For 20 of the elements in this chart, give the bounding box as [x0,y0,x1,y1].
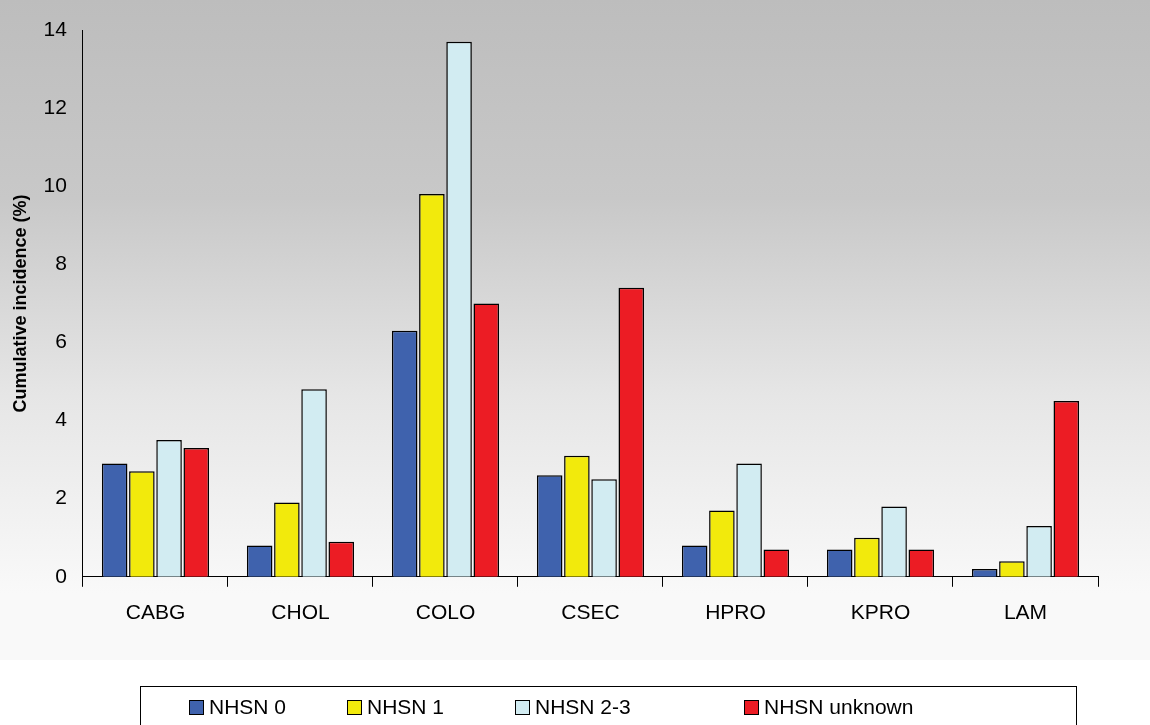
x-tick-label: HPRO [705,600,766,624]
legend-label: NHSN 2-3 [535,695,631,719]
y-tick-label: 10 [43,173,67,197]
y-tick-label: 4 [55,407,68,431]
y-tick-label: 0 [55,563,67,587]
y-tick-label: 6 [55,329,67,353]
y-tick-label: 12 [43,94,67,118]
legend-label: NHSN unknown [764,695,914,719]
x-tick-label: CABG [125,600,186,624]
x-tick-label: LAM [1003,600,1048,624]
y-tick-label: 2 [55,485,67,509]
x-tick-label: CHOL [271,600,330,624]
y-tick-label: 14 [43,16,68,40]
y-axis-title: Cumulative incidence (%) [9,194,30,413]
x-tick-label: KPRO [850,600,911,624]
x-tick-label: CSEC [561,600,620,624]
legend-label: NHSN 0 [209,695,287,719]
x-tick-label: COLO [415,600,476,624]
y-tick-label: 8 [55,251,67,275]
legend-label: NHSN 1 [367,695,445,719]
